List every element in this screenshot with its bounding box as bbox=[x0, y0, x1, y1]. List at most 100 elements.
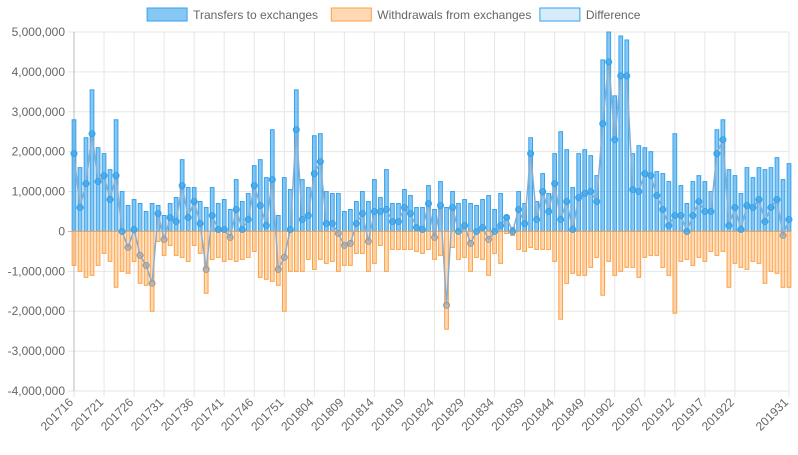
difference-point bbox=[671, 211, 679, 219]
legend: Transfers to exchanges Withdrawals from e… bbox=[146, 7, 641, 22]
bar bbox=[149, 230, 155, 312]
difference-point bbox=[364, 237, 372, 245]
difference-point bbox=[124, 243, 132, 251]
difference-point bbox=[256, 202, 264, 210]
bar bbox=[552, 230, 558, 262]
legend-label: Transfers to exchanges bbox=[193, 8, 318, 22]
bar bbox=[161, 214, 167, 232]
bar bbox=[89, 230, 95, 276]
difference-point bbox=[238, 225, 246, 233]
difference-point bbox=[461, 221, 469, 229]
bar bbox=[384, 169, 389, 232]
difference-point bbox=[328, 219, 336, 227]
bar bbox=[384, 230, 389, 272]
difference-point bbox=[635, 188, 643, 196]
difference-point bbox=[178, 182, 186, 190]
bar bbox=[191, 230, 197, 246]
bar bbox=[95, 147, 101, 232]
difference-point bbox=[563, 198, 571, 206]
difference-point bbox=[437, 202, 445, 210]
bar bbox=[726, 230, 732, 288]
bar bbox=[227, 230, 233, 260]
bar bbox=[744, 167, 750, 232]
x-tick-label: 201917 bbox=[669, 395, 707, 433]
bar bbox=[317, 230, 323, 260]
y-tick-label: -4,000,000 bbox=[8, 384, 66, 398]
bar bbox=[486, 230, 491, 276]
difference-point bbox=[539, 188, 547, 196]
difference-point bbox=[316, 158, 324, 166]
y-tick-label: 3,000,000 bbox=[12, 105, 66, 119]
bar bbox=[786, 230, 792, 288]
difference-point bbox=[226, 233, 234, 241]
bar bbox=[101, 153, 107, 232]
bar bbox=[546, 230, 552, 250]
bar bbox=[630, 230, 636, 268]
bar bbox=[83, 230, 89, 278]
bar bbox=[642, 147, 648, 232]
bar bbox=[774, 230, 780, 274]
x-tick-label: 201746 bbox=[218, 395, 256, 433]
bar bbox=[780, 230, 786, 288]
x-tick-label: 201844 bbox=[519, 395, 557, 433]
bar bbox=[143, 230, 149, 286]
difference-point bbox=[214, 225, 222, 233]
difference-point bbox=[527, 150, 535, 158]
bar bbox=[654, 171, 660, 232]
y-tick-label: 5,000,000 bbox=[12, 25, 66, 39]
difference-point bbox=[280, 253, 288, 261]
bar bbox=[678, 185, 684, 232]
y-tick-label: -1,000,000 bbox=[8, 264, 66, 278]
bar bbox=[426, 230, 431, 250]
difference-point bbox=[424, 200, 432, 208]
difference-point bbox=[623, 72, 631, 80]
bar bbox=[101, 230, 107, 254]
bar bbox=[125, 230, 131, 274]
difference-point bbox=[70, 150, 78, 158]
bar bbox=[311, 230, 317, 270]
difference-point bbox=[310, 170, 318, 178]
x-tick-label: 201849 bbox=[549, 395, 587, 433]
difference-point bbox=[575, 194, 583, 202]
difference-point bbox=[485, 235, 493, 243]
bar bbox=[702, 230, 708, 262]
bar bbox=[606, 230, 612, 262]
difference-point bbox=[605, 58, 613, 66]
bar bbox=[305, 230, 311, 260]
bar bbox=[582, 230, 588, 276]
difference-point bbox=[647, 172, 655, 180]
bar bbox=[468, 203, 473, 232]
difference-point bbox=[142, 261, 150, 269]
difference-point bbox=[713, 150, 721, 158]
bar bbox=[750, 230, 756, 262]
difference-point bbox=[412, 223, 420, 231]
bar bbox=[678, 230, 684, 262]
difference-point bbox=[352, 219, 360, 227]
difference-point bbox=[304, 211, 312, 219]
bar bbox=[209, 230, 215, 260]
difference-point bbox=[154, 209, 162, 217]
difference-point bbox=[701, 208, 709, 215]
difference-point bbox=[100, 172, 108, 180]
difference-point bbox=[695, 198, 703, 206]
difference-point bbox=[749, 204, 757, 212]
difference-point bbox=[443, 301, 451, 309]
difference-point bbox=[497, 221, 505, 229]
bar bbox=[498, 230, 503, 264]
difference-point bbox=[617, 72, 625, 80]
y-tick-label: 0 bbox=[58, 224, 65, 238]
bar bbox=[522, 230, 527, 252]
difference-point bbox=[593, 198, 601, 206]
bar bbox=[534, 230, 540, 250]
bar bbox=[756, 230, 762, 264]
x-tick-label: 201912 bbox=[639, 395, 677, 433]
bar bbox=[540, 230, 546, 250]
difference-point bbox=[659, 206, 667, 214]
difference-point bbox=[653, 192, 661, 200]
difference-point bbox=[166, 213, 174, 221]
x-tick-label: 201839 bbox=[489, 395, 527, 433]
bar bbox=[624, 39, 630, 232]
bar bbox=[191, 187, 197, 232]
bar bbox=[89, 89, 95, 232]
bar bbox=[323, 230, 329, 264]
